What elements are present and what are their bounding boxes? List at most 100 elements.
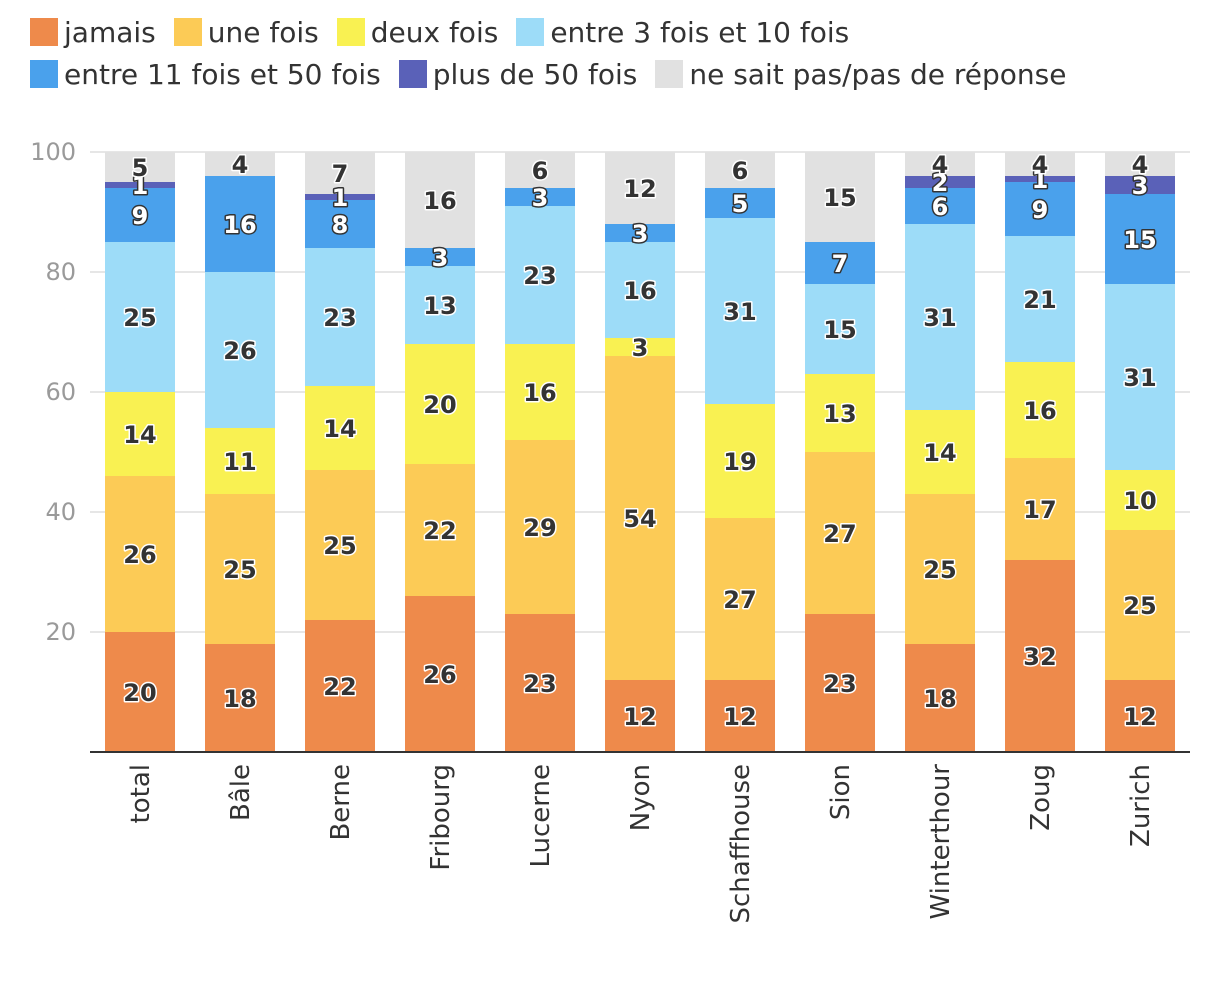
- bar-segment-jamais[interactable]: [905, 644, 975, 752]
- data-label: 14: [123, 421, 156, 449]
- bar-segment-entre-3-fois-et-10-fois[interactable]: [705, 218, 775, 404]
- bar-segment-ne-sait-pas-pas-de-reponse[interactable]: [105, 152, 175, 182]
- bar-segment-jamais[interactable]: [205, 644, 275, 752]
- bar-segment-deux-fois[interactable]: [705, 404, 775, 518]
- bar-segment-ne-sait-pas-pas-de-reponse[interactable]: [1105, 152, 1175, 176]
- bar-segment-entre-3-fois-et-10-fois[interactable]: [105, 242, 175, 392]
- legend-item-plus-de-50-fois[interactable]: plus de 50 fois: [398, 54, 637, 96]
- bar-segment-entre-3-fois-et-10-fois[interactable]: [805, 284, 875, 374]
- bar-segment-entre-11-fois-et-50-fois[interactable]: [205, 176, 275, 272]
- bar-segment-jamais[interactable]: [705, 680, 775, 752]
- bar-segment-ne-sait-pas-pas-de-reponse[interactable]: [805, 152, 875, 242]
- bar-segment-jamais[interactable]: [1005, 560, 1075, 752]
- bar-segment-entre-11-fois-et-50-fois[interactable]: [605, 224, 675, 242]
- legend-label: deux fois: [370, 16, 499, 49]
- bar-segment-ne-sait-pas-pas-de-reponse[interactable]: [605, 152, 675, 224]
- bar-segment-entre-3-fois-et-10-fois[interactable]: [1005, 236, 1075, 362]
- bar-segment-deux-fois[interactable]: [305, 386, 375, 470]
- legend-item-ne-sait-pas-pas-de-reponse[interactable]: ne sait pas/pas de réponse: [655, 54, 1066, 96]
- bar-segment-deux-fois[interactable]: [805, 374, 875, 452]
- bar-segment-deux-fois[interactable]: [405, 344, 475, 464]
- bar-segment-ne-sait-pas-pas-de-reponse[interactable]: [505, 152, 575, 188]
- bar-segment-entre-3-fois-et-10-fois[interactable]: [605, 242, 675, 338]
- legend-item-deux-fois[interactable]: deux fois: [336, 12, 499, 54]
- bar-segment-entre-11-fois-et-50-fois[interactable]: [905, 188, 975, 224]
- data-label: 21: [1023, 286, 1056, 314]
- bar-segment-entre-11-fois-et-50-fois[interactable]: [505, 188, 575, 206]
- bar-segment-ne-sait-pas-pas-de-reponse[interactable]: [305, 152, 375, 194]
- bar-group-zoug: 32 17 16 21 914: [1005, 150, 1075, 752]
- bar-segment-plus-de-50-fois[interactable]: [105, 182, 175, 188]
- bar-segment-deux-fois[interactable]: [905, 410, 975, 494]
- bar-segment-plus-de-50-fois[interactable]: [905, 176, 975, 188]
- bar-segment-entre-3-fois-et-10-fois[interactable]: [405, 266, 475, 344]
- chart-legend: jamais une fois deux fois entre 3 fois et 1…: [30, 12, 1200, 96]
- bar-segment-deux-fois[interactable]: [205, 428, 275, 494]
- x-tick-label: Zoug: [1026, 764, 1056, 831]
- bar-segment-ne-sait-pas-pas-de-reponse[interactable]: [905, 152, 975, 176]
- bar-segment-une-fois[interactable]: [205, 494, 275, 644]
- legend-item-une-fois[interactable]: une fois: [173, 12, 319, 54]
- bar-group-nyon: 12 54 3 16 3 12: [605, 152, 675, 752]
- bar-segment-une-fois[interactable]: [805, 452, 875, 614]
- legend-item-jamais[interactable]: jamais: [30, 12, 156, 54]
- bar-group-bale: 18 25 11 26 16 4: [205, 150, 275, 752]
- bar-segment-une-fois[interactable]: [1105, 530, 1175, 680]
- bar-segment-deux-fois[interactable]: [505, 344, 575, 440]
- bar-segment-une-fois[interactable]: [705, 518, 775, 680]
- bar-segment-jamais[interactable]: [605, 680, 675, 752]
- bar-segment-plus-de-50-fois[interactable]: [1105, 176, 1175, 194]
- bar-segment-entre-3-fois-et-10-fois[interactable]: [905, 224, 975, 410]
- bar-segment-une-fois[interactable]: [1005, 458, 1075, 560]
- legend-swatch: [655, 60, 684, 88]
- bar-segment-une-fois[interactable]: [905, 494, 975, 644]
- bar-segment-entre-11-fois-et-50-fois[interactable]: [405, 248, 475, 266]
- data-label: 25: [923, 556, 956, 584]
- bar-segment-entre-3-fois-et-10-fois[interactable]: [1105, 284, 1175, 470]
- bar-segment-une-fois[interactable]: [505, 440, 575, 614]
- bar-segment-ne-sait-pas-pas-de-reponse[interactable]: [405, 152, 475, 248]
- bar-segment-deux-fois[interactable]: [1105, 470, 1175, 530]
- bar-segment-jamais[interactable]: [505, 614, 575, 752]
- bar-segment-entre-11-fois-et-50-fois[interactable]: [305, 200, 375, 248]
- bar-segment-entre-11-fois-et-50-fois[interactable]: [1105, 194, 1175, 284]
- bar-segment-deux-fois[interactable]: [1005, 362, 1075, 458]
- data-label: 22: [423, 517, 456, 545]
- bar-segment-jamais[interactable]: [1105, 680, 1175, 752]
- data-label: 25: [1123, 592, 1156, 620]
- bar-segment-entre-11-fois-et-50-fois[interactable]: [805, 242, 875, 284]
- legend-label: jamais: [64, 16, 156, 49]
- bar-segment-ne-sait-pas-pas-de-reponse[interactable]: [705, 152, 775, 188]
- bar-segment-jamais[interactable]: [305, 620, 375, 752]
- bar-segment-une-fois[interactable]: [605, 356, 675, 680]
- bar-segment-une-fois[interactable]: [105, 476, 175, 632]
- bar-segment-entre-3-fois-et-10-fois[interactable]: [205, 272, 275, 428]
- bar-segment-plus-de-50-fois[interactable]: [305, 194, 375, 200]
- bar-segment-une-fois[interactable]: [305, 470, 375, 620]
- bar-segment-ne-sait-pas-pas-de-reponse[interactable]: [1005, 152, 1075, 176]
- data-label: 5: [732, 190, 749, 218]
- bar-segment-deux-fois[interactable]: [105, 392, 175, 476]
- data-label: 31: [923, 304, 956, 332]
- bar-segment-jamais[interactable]: [405, 596, 475, 752]
- data-label: 25: [323, 532, 356, 560]
- bar-segment-entre-11-fois-et-50-fois[interactable]: [105, 188, 175, 242]
- bar-segment-entre-3-fois-et-10-fois[interactable]: [505, 206, 575, 344]
- data-label: 7: [332, 160, 349, 188]
- data-label: 27: [823, 520, 856, 548]
- data-label: 13: [823, 400, 856, 428]
- bar-segment-entre-3-fois-et-10-fois[interactable]: [305, 248, 375, 386]
- bar-segment-entre-11-fois-et-50-fois[interactable]: [705, 188, 775, 218]
- bar-segment-ne-sait-pas-pas-de-reponse[interactable]: [205, 152, 275, 176]
- bar-segment-entre-11-fois-et-50-fois[interactable]: [1005, 182, 1075, 236]
- data-label: 4: [1032, 151, 1049, 179]
- legend-item-entre-11-fois-et-50-fois[interactable]: entre 11 fois et 50 fois: [30, 54, 381, 96]
- bar-segment-jamais[interactable]: [805, 614, 875, 752]
- bar-segment-plus-de-50-fois[interactable]: [1005, 176, 1075, 182]
- bar-segment-jamais[interactable]: [105, 632, 175, 752]
- data-label: 8: [332, 211, 349, 239]
- legend-item-entre-3-fois-et-10-fois[interactable]: entre 3 fois et 10 fois: [516, 12, 849, 54]
- bar-segment-une-fois[interactable]: [405, 464, 475, 596]
- bar-segment-deux-fois[interactable]: [605, 338, 675, 356]
